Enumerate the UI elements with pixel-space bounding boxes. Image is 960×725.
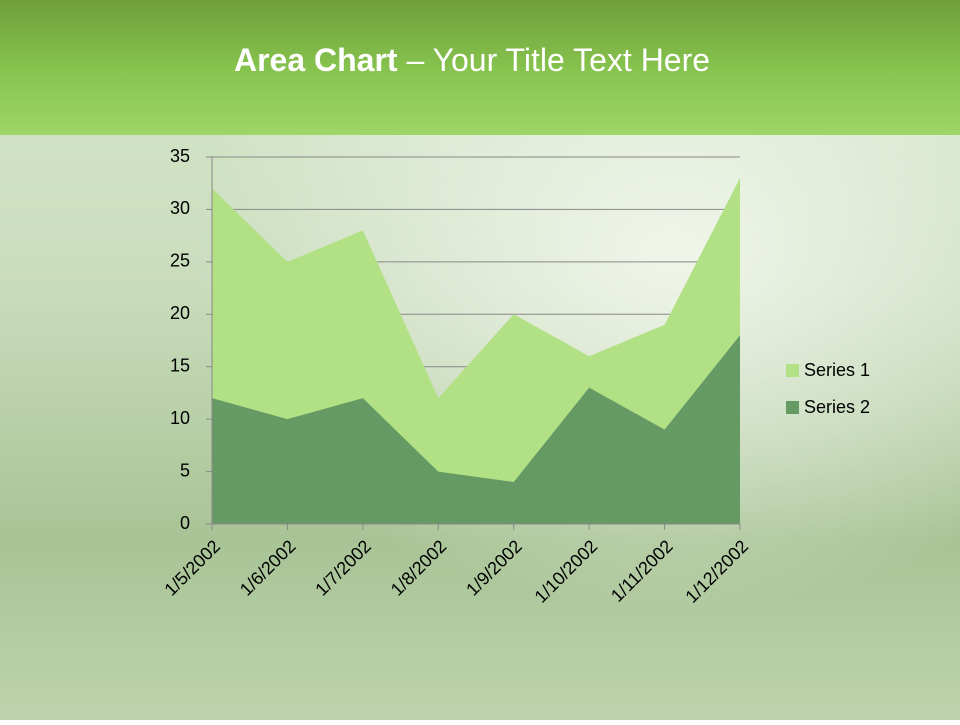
area bbox=[212, 335, 740, 524]
legend-swatch bbox=[786, 401, 799, 414]
y-tick-label: 0 bbox=[180, 513, 190, 533]
title-rest bbox=[398, 42, 407, 78]
legend-label: Series 2 bbox=[804, 397, 870, 417]
y-tick-label: 15 bbox=[170, 355, 190, 375]
legend-label: Series 1 bbox=[804, 360, 870, 380]
y-tick-label: 30 bbox=[170, 198, 190, 218]
y-tick-label: 35 bbox=[170, 146, 190, 166]
y-tick-label: 5 bbox=[180, 460, 190, 480]
title-band bbox=[0, 0, 960, 135]
title: Area Chart – Your Title Text Here bbox=[234, 42, 710, 78]
legend-swatch bbox=[786, 364, 799, 377]
y-tick-label: 25 bbox=[170, 251, 190, 271]
title-bold: Area Chart bbox=[234, 42, 398, 78]
y-tick-label: 10 bbox=[170, 408, 190, 428]
y-tick-label: 20 bbox=[170, 303, 190, 323]
title-rest: – Your Title Text Here bbox=[406, 42, 710, 78]
